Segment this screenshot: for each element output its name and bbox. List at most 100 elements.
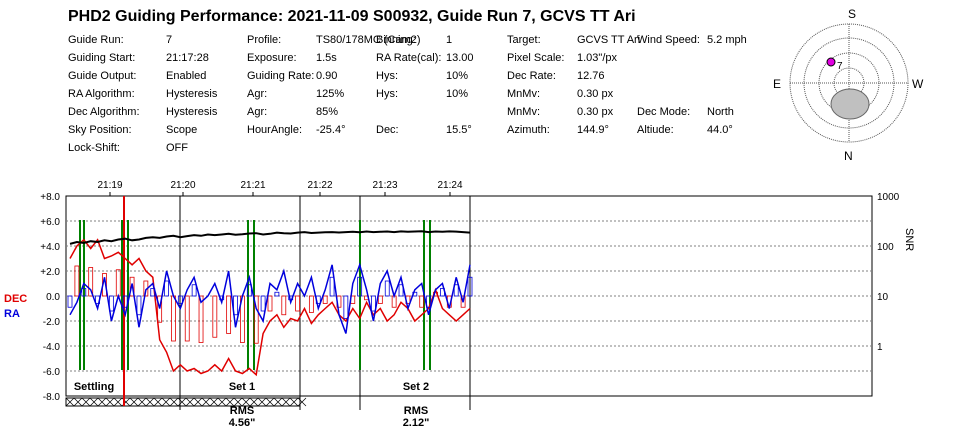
info-value: 0.30 px — [577, 88, 614, 100]
correction-bar — [322, 295, 328, 304]
correction-bar — [233, 295, 238, 316]
correction-bar — [295, 295, 300, 312]
info-label: Pixel Scale: — [507, 52, 565, 64]
correction-bar — [212, 295, 218, 338]
hatch-stroke — [81, 397, 91, 407]
info-label: Wind Speed: — [637, 34, 700, 46]
x-tick-label: 21:21 — [240, 180, 265, 191]
target-marker-label: 7 — [837, 61, 843, 72]
hatch-stroke — [209, 397, 219, 407]
section-rms-value: 2.12" — [403, 417, 430, 429]
info-label: Hys: — [376, 88, 398, 100]
info-label: Hys: — [376, 70, 398, 82]
info-label: MnMv: — [507, 106, 540, 118]
info-value: 12.76 — [577, 70, 605, 82]
correction-bar — [115, 269, 121, 297]
hatch-stroke — [249, 397, 259, 407]
snr-tick-label: 1 — [877, 342, 883, 353]
correction-bar — [219, 295, 225, 301]
info-label: Guide Output: — [68, 70, 137, 82]
correction-bar — [281, 295, 287, 316]
y-tick-label: -2.0 — [43, 317, 61, 328]
correction-bar — [371, 295, 376, 312]
correction-bar — [440, 288, 445, 297]
correction-bar — [81, 288, 87, 297]
info-value: 44.0° — [707, 124, 733, 136]
compass-s: S — [848, 7, 856, 21]
compass-n: N — [844, 149, 853, 163]
hatch-stroke — [145, 397, 155, 407]
correction-bar — [164, 280, 169, 297]
hatch-stroke — [169, 397, 179, 407]
correction-bar — [315, 295, 321, 304]
correction-bar — [226, 295, 232, 334]
correction-bar — [357, 276, 363, 297]
info-label: Exposure: — [247, 52, 297, 64]
hatch-stroke — [105, 397, 115, 407]
y-tick-label: -4.0 — [43, 342, 61, 353]
correction-bar — [122, 295, 128, 308]
y-tick-label: +4.0 — [40, 242, 60, 253]
info-value: 125% — [316, 88, 345, 100]
hatch-stroke — [265, 397, 275, 407]
correction-bar — [74, 265, 80, 297]
section-rms-label: RMS — [230, 405, 254, 417]
info-label: Agr: — [247, 88, 268, 100]
correction-bar — [377, 295, 383, 304]
info-label: Profile: — [247, 34, 282, 46]
correction-bar — [412, 291, 418, 297]
correction-bar — [267, 295, 273, 312]
info-label: Altiude: — [637, 124, 674, 136]
hatch-stroke — [289, 397, 299, 407]
correction-bar — [260, 295, 266, 312]
x-tick-label: 21:23 — [372, 180, 397, 191]
y-tick-label: +6.0 — [40, 217, 60, 228]
hatch-stroke — [233, 397, 243, 407]
info-label: RA Rate(cal): — [376, 52, 442, 64]
info-value: 5.2 mph — [707, 34, 747, 46]
x-tick-label: 21:20 — [170, 180, 195, 191]
target-marker — [826, 57, 836, 67]
hatch-stroke — [97, 397, 107, 407]
hatch-stroke — [185, 397, 195, 407]
correction-bar — [329, 276, 335, 297]
correction-bar — [198, 295, 204, 343]
series-snr-line — [69, 230, 471, 245]
correction-bar — [467, 276, 473, 297]
hatch-stroke — [257, 397, 267, 407]
correction-bar — [129, 276, 135, 297]
correction-bar — [288, 295, 294, 301]
section-label: Settling — [74, 381, 114, 393]
info-label: MnMv: — [507, 88, 540, 100]
horizon-blob — [830, 88, 870, 120]
x-tick-label: 21:24 — [437, 180, 462, 191]
correction-bar — [67, 295, 73, 308]
hatch-stroke — [201, 397, 211, 407]
info-value: 10% — [446, 70, 469, 82]
compass-e: E — [773, 77, 781, 91]
info-label: Dec Mode: — [637, 106, 691, 118]
section-label: Set 2 — [403, 381, 429, 393]
x-tick-label: 21:22 — [307, 180, 332, 191]
info-value: Enabled — [166, 70, 207, 82]
section-label: Set 1 — [229, 381, 255, 393]
info-label: Sky Position: — [68, 124, 132, 136]
info-label: Dec: — [376, 124, 399, 136]
hatch-stroke — [281, 397, 291, 407]
correction-bar — [384, 280, 390, 297]
info-label: RA Algorithm: — [68, 88, 135, 100]
hatch-stroke — [137, 397, 147, 407]
info-value: 144.9° — [577, 124, 609, 136]
info-value: -25.4° — [316, 124, 346, 136]
info-label: Azimuth: — [507, 124, 550, 136]
series-dec-line — [69, 238, 471, 377]
info-value: 15.5° — [446, 124, 472, 136]
page-title: PHD2 Guiding Performance: 2021-11-09 S00… — [68, 8, 636, 25]
correction-bar — [460, 295, 466, 308]
info-value: 7 — [166, 34, 173, 46]
snr-axis-label: SNR — [903, 228, 915, 251]
correction-bar — [171, 295, 176, 342]
info-value: 21:17:28 — [166, 52, 209, 64]
info-label: HourAngle: — [247, 124, 303, 136]
correction-bar — [108, 295, 114, 312]
